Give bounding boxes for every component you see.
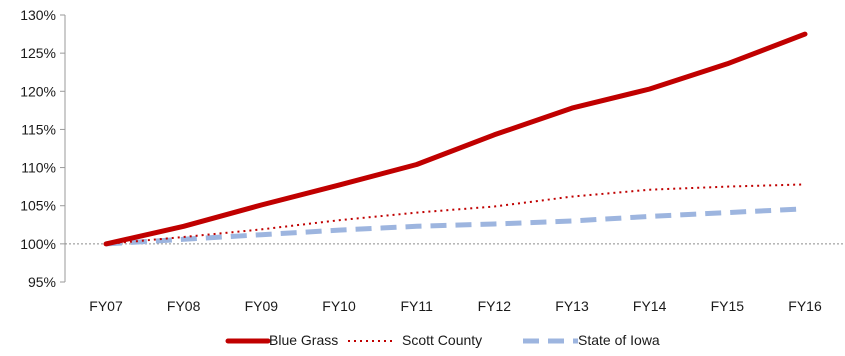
x-tick-label: FY12 bbox=[478, 298, 512, 314]
x-tick-label: FY14 bbox=[633, 298, 667, 314]
x-tick-label: FY09 bbox=[245, 298, 279, 314]
x-tick-label: FY15 bbox=[711, 298, 745, 314]
x-tick-label: FY13 bbox=[555, 298, 589, 314]
legend-label: Scott County bbox=[402, 332, 482, 348]
y-tick-label: 120% bbox=[20, 83, 56, 99]
x-tick-label: FY08 bbox=[167, 298, 201, 314]
y-tick-label: 125% bbox=[20, 45, 56, 61]
series-lines bbox=[103, 31, 808, 247]
legend-item-scott-county: Scott County bbox=[348, 332, 482, 348]
y-tick-label: 110% bbox=[21, 160, 56, 176]
y-tick-label: 115% bbox=[21, 121, 56, 137]
legend: Blue Grass Scott County State of Iowa bbox=[225, 332, 660, 348]
legend-item-state-of-iowa: State of Iowa bbox=[523, 332, 660, 348]
series-line-state-of-iowa bbox=[105, 206, 806, 247]
y-tick-label: 100% bbox=[20, 236, 56, 252]
legend-label: State of Iowa bbox=[578, 332, 660, 348]
y-tick-label: 105% bbox=[20, 198, 56, 214]
y-tick-label: 130% bbox=[20, 7, 56, 23]
x-tick-label: FY16 bbox=[788, 298, 822, 314]
x-tick-label: FY10 bbox=[322, 298, 356, 314]
x-tick-label: FY11 bbox=[400, 298, 433, 314]
legend-item-blue-grass: Blue Grass bbox=[225, 332, 338, 348]
series-line-scott-county bbox=[105, 183, 806, 245]
legend-label: Blue Grass bbox=[269, 332, 338, 348]
axes: 95% 100% 105% 110% 115% 120% 125% 130% FY07 FY08 F… bbox=[20, 7, 843, 314]
series-line-blue-grass bbox=[103, 31, 808, 247]
x-tick-label: FY07 bbox=[89, 298, 123, 314]
y-tick-label: 95% bbox=[28, 274, 56, 290]
